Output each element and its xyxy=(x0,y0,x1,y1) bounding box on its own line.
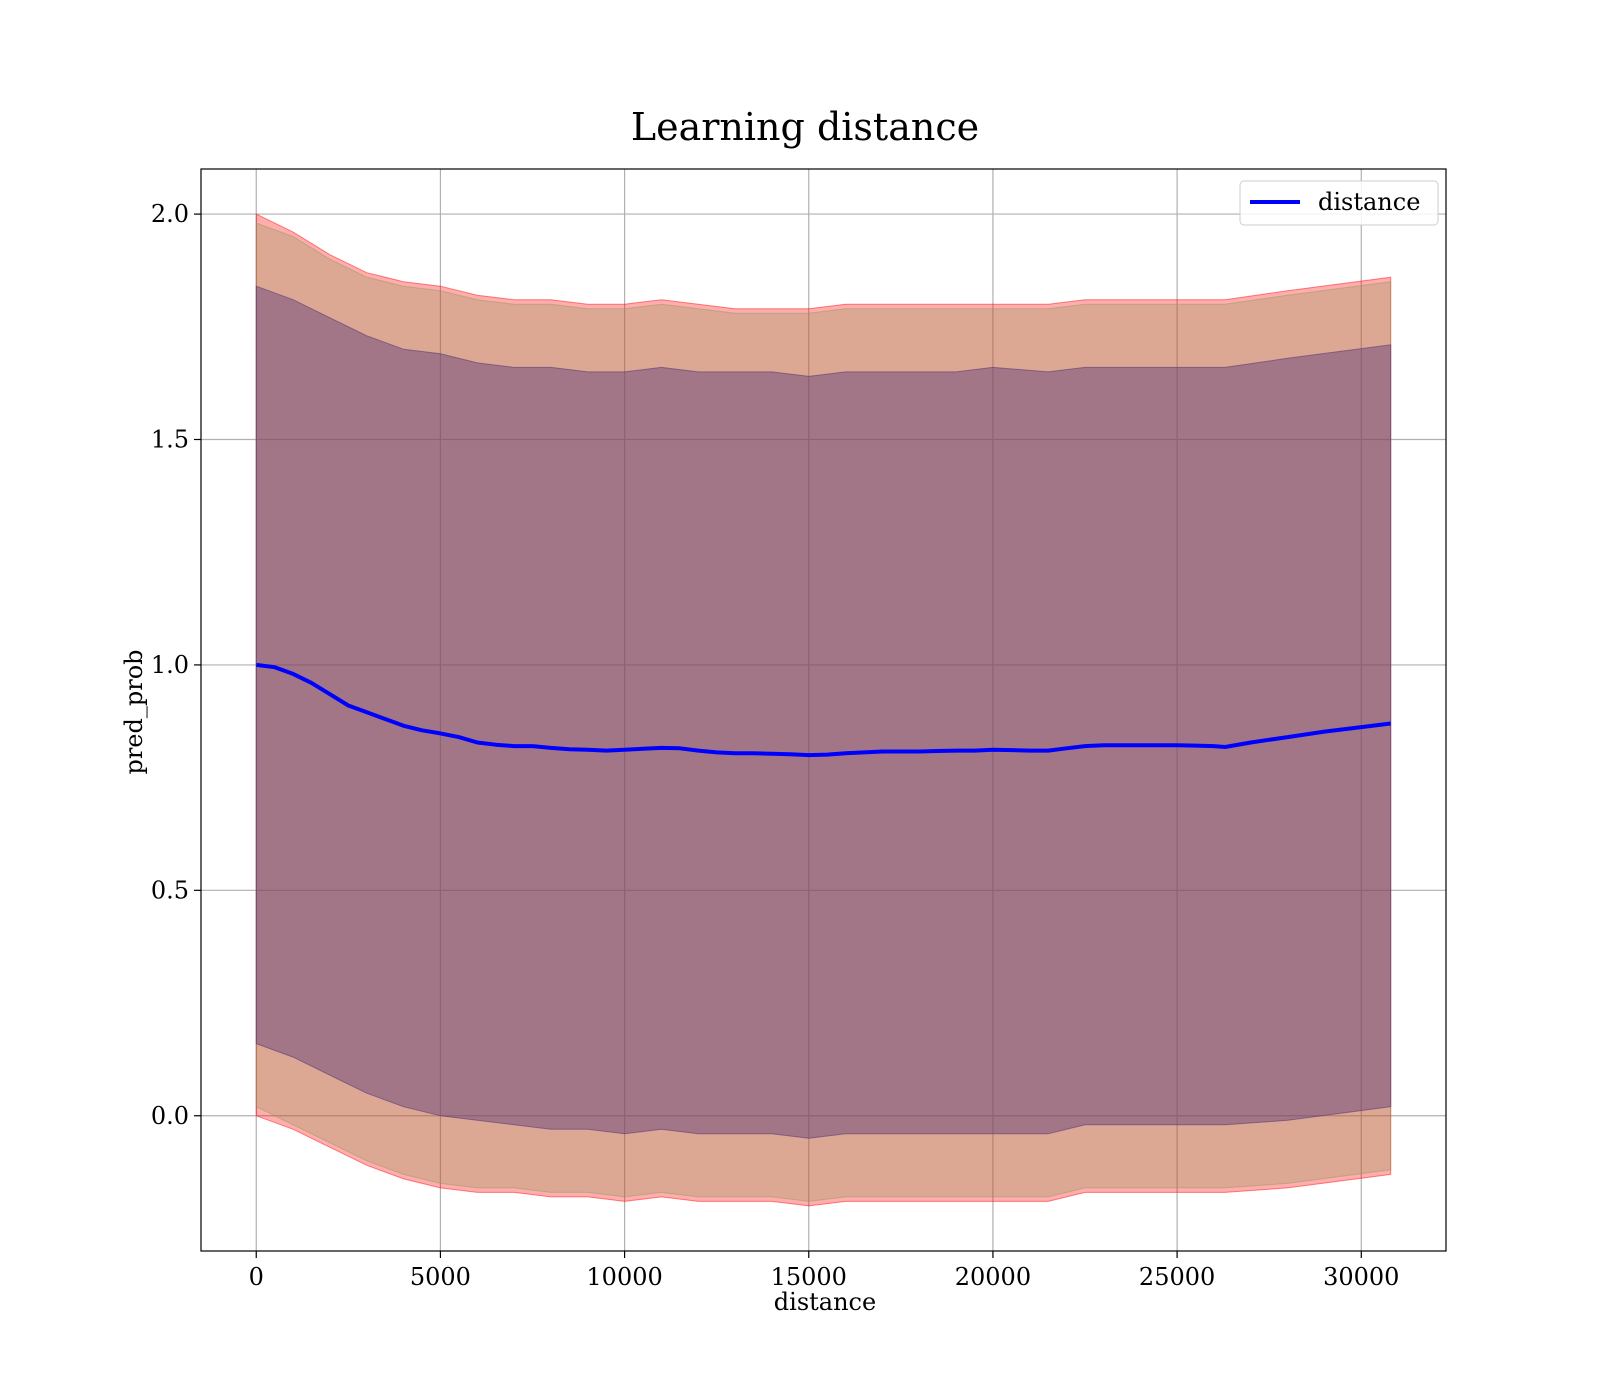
legend: distance xyxy=(1239,180,1439,226)
x-tick-label: 5000 xyxy=(410,1263,471,1291)
band-middle xyxy=(255,222,1392,1202)
band-inner xyxy=(255,285,1392,1139)
y-tick-label: 2.0 xyxy=(151,200,189,228)
y-tick-label: 1.5 xyxy=(151,426,189,454)
chart-title: Learning distance xyxy=(631,105,979,149)
confidence-bands xyxy=(255,213,1392,1207)
y-tick-label: 0.5 xyxy=(151,876,189,904)
y-tick-label: 1.0 xyxy=(151,651,189,679)
x-tick-label: 20000 xyxy=(955,1263,1031,1291)
y-axis-label: pred_prob xyxy=(120,649,148,774)
band-outer xyxy=(255,213,1392,1207)
series-line-0 xyxy=(256,662,1391,758)
plot-frame xyxy=(200,168,1447,1252)
series-lines xyxy=(256,662,1391,758)
x-tick-label: 0 xyxy=(249,1263,264,1291)
grid xyxy=(201,169,1446,1251)
legend-box xyxy=(1239,180,1439,226)
x-tick-label: 15000 xyxy=(771,1263,847,1291)
x-tick-label: 10000 xyxy=(586,1263,662,1291)
x-axis-label: distance xyxy=(774,1288,876,1316)
y-tick-label: 0.0 xyxy=(151,1102,189,1130)
x-tick-label: 30000 xyxy=(1323,1263,1399,1291)
axis-ticks: 0 5000 10000 15000 20000 25000 30000 0.0 0.5 1.0 1… xyxy=(151,200,1400,1291)
legend-entry-label: distance xyxy=(1318,188,1420,216)
x-tick-label: 25000 xyxy=(1139,1263,1215,1291)
